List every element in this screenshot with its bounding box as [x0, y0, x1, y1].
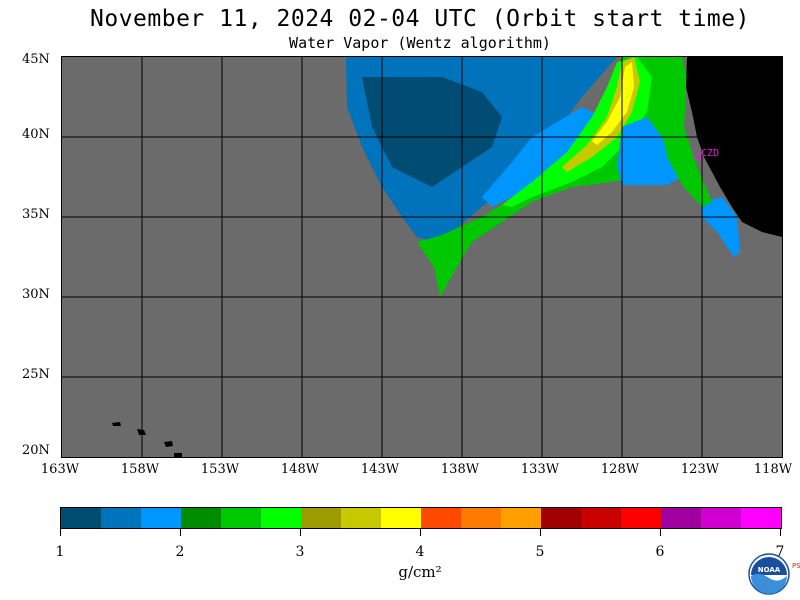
lat-label-45n: 45N	[22, 52, 50, 67]
moisture-band-core	[592, 62, 634, 145]
swath-south-blue	[702, 197, 740, 257]
colorbar-swatch-0	[61, 508, 101, 528]
lon-label-158w: 158W	[120, 462, 160, 477]
colorbar-swatch-15	[661, 508, 701, 528]
lon-label-123w: 123W	[680, 462, 720, 477]
colorbar-tick-4	[540, 528, 541, 536]
island-hawaii	[174, 453, 182, 457]
lon-label-133w: 133W	[520, 462, 560, 477]
swath-coastal-green	[662, 77, 712, 207]
noaa-logo-icon: NOAA	[748, 553, 790, 595]
lon-label-153w: 153W	[200, 462, 240, 477]
colorbar-swatch-1	[101, 508, 141, 528]
island-kauai	[112, 422, 121, 426]
colorbar-tick-6	[780, 528, 781, 536]
map-canvas: CZD	[62, 57, 782, 457]
lon-label-148w: 148W	[280, 462, 320, 477]
lat-label-40n: 40N	[22, 127, 50, 142]
lat-label-25n: 25N	[22, 367, 50, 382]
colorbar-tick-2	[300, 528, 301, 536]
colorbar-label-5: 5	[535, 544, 545, 560]
colorbar-label-4: 4	[415, 544, 425, 560]
noaa-logo-text: NOAA	[758, 566, 781, 574]
colorbar	[60, 507, 782, 529]
colorbar-swatch-3	[181, 508, 221, 528]
lon-label-163w: 163W	[40, 462, 80, 477]
colorbar-tick-0	[60, 528, 61, 536]
colorbar-swatch-13	[581, 508, 621, 528]
moisture-band-yellow	[562, 57, 640, 172]
lat-label-20n: 20N	[22, 443, 50, 458]
lon-label-143w: 143W	[360, 462, 400, 477]
colorbar-swatch-7	[341, 508, 381, 528]
colorbar-tick-5	[660, 528, 661, 536]
psl-mark: PSL	[792, 562, 800, 570]
colorbar-swatch-10	[461, 508, 501, 528]
colorbar-tick-3	[420, 528, 421, 536]
colorbar-unit: g/cm²	[398, 563, 442, 581]
colorbar-swatch-17	[741, 508, 781, 528]
colorbar-swatch-11	[501, 508, 541, 528]
colorbar-swatch-2	[141, 508, 181, 528]
colorbar-swatch-6	[301, 508, 341, 528]
colorbar-label-7: 7	[775, 544, 785, 560]
lon-label-128w: 128W	[600, 462, 640, 477]
colorbar-tick-1	[180, 528, 181, 536]
lat-label-35n: 35N	[22, 207, 50, 222]
colorbar-label-3: 3	[295, 544, 305, 560]
lon-label-118w: 118W	[753, 462, 793, 477]
colorbar-swatch-14	[621, 508, 661, 528]
colorbar-swatch-8	[381, 508, 421, 528]
colorbar-swatch-4	[221, 508, 261, 528]
noaa-logo: NOAA	[748, 553, 790, 595]
island-maui	[164, 441, 173, 447]
colorbar-label-2: 2	[175, 544, 185, 560]
page-subtitle: Water Vapor (Wentz algorithm)	[289, 34, 551, 52]
swath-coastal-blue	[617, 117, 682, 185]
colorbar-swatch-16	[701, 508, 741, 528]
colorbar-label-6: 6	[655, 544, 665, 560]
lon-label-138w: 138W	[440, 462, 480, 477]
lat-lon-grid	[62, 57, 782, 457]
water-vapor-map: CZD	[61, 56, 783, 458]
california-land	[686, 57, 782, 237]
page-title: November 11, 2024 02-04 UTC (Orbit start…	[90, 6, 750, 32]
swath-very-low-vapor	[362, 77, 502, 187]
lat-label-30n: 30N	[22, 287, 50, 302]
colorbar-swatch-12	[541, 508, 581, 528]
colorbar-swatch-5	[261, 508, 301, 528]
colorbar-swatch-9	[421, 508, 461, 528]
station-label-czd: CZD	[701, 148, 719, 159]
station-marker-czd: CZD	[694, 148, 719, 160]
colorbar-label-1: 1	[55, 544, 65, 560]
